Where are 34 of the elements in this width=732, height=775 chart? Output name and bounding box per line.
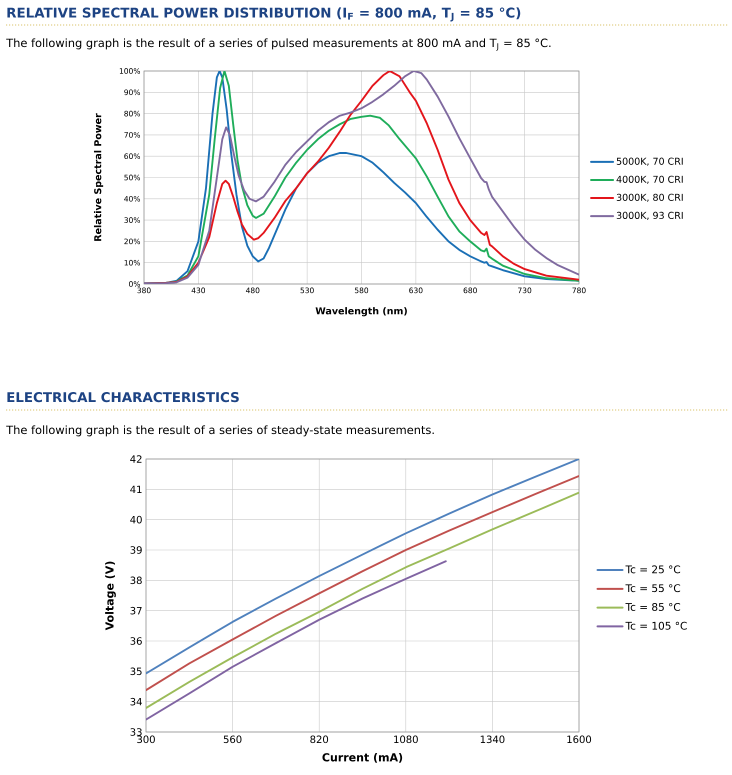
legend-label: Tc = 25 °C <box>625 565 680 574</box>
y-tick-label: 42 <box>130 455 142 463</box>
y-axis-title: Voltage (V) <box>105 562 116 630</box>
y-tick-label: 33 <box>130 728 142 736</box>
y-tick-label: 36 <box>130 637 142 645</box>
y-tick-label: 38 <box>130 576 142 584</box>
x-tick-label: 1600 <box>567 736 592 744</box>
legend-label: 5000K, 70 CRI <box>616 158 683 166</box>
x-tick-label: 300 <box>137 736 155 744</box>
legend-label: Tc = 55 °C <box>625 584 680 592</box>
chart-subtitle: The following graph is the result of a series of pulsed measurements at 800 mA and T$_{J}$ = 85 °C. <box>6 38 550 51</box>
x-axis-title: Current (mA) <box>322 752 402 763</box>
legend-label: 3000K, 80 CRI <box>616 194 683 202</box>
chart-title: RELATIVE SPECTRAL POWER DISTRIBUTION (I$_{F}$ = 800 mA, T$_{J}$ = 85 °C) <box>7 7 520 22</box>
x-tick-label: 560 <box>224 736 242 744</box>
legend-label: 4000K, 70 CRI <box>616 176 683 184</box>
x-tick-label: 1080 <box>394 736 418 744</box>
legend-label: 3000K, 93 CRI <box>616 212 683 220</box>
x-axis-title: Wavelength (nm) <box>316 307 407 316</box>
chart-subtitle: The following graph is the result of a series of steady-state measurements. <box>6 425 434 436</box>
line-series <box>146 560 447 721</box>
y-tick-label: 37 <box>130 606 142 614</box>
legend-label: Tc = 105 °C <box>625 622 687 630</box>
line-series <box>144 71 579 284</box>
y-tick-label: 39 <box>130 546 142 554</box>
y-tick-label: 34 <box>130 698 142 706</box>
x-tick-label: 820 <box>310 736 328 744</box>
y-tick-label: 35 <box>130 668 142 676</box>
chart-title: ELECTRICAL CHARACTERISTICS <box>7 392 239 402</box>
y-axis-title: Relative Spectral Power <box>94 113 104 241</box>
y-tick-label: 41 <box>130 486 142 493</box>
y-tick-label: 40 <box>130 516 142 524</box>
x-tick-label: 1340 <box>480 736 504 744</box>
legend-label: Tc = 85 °C <box>625 602 680 611</box>
